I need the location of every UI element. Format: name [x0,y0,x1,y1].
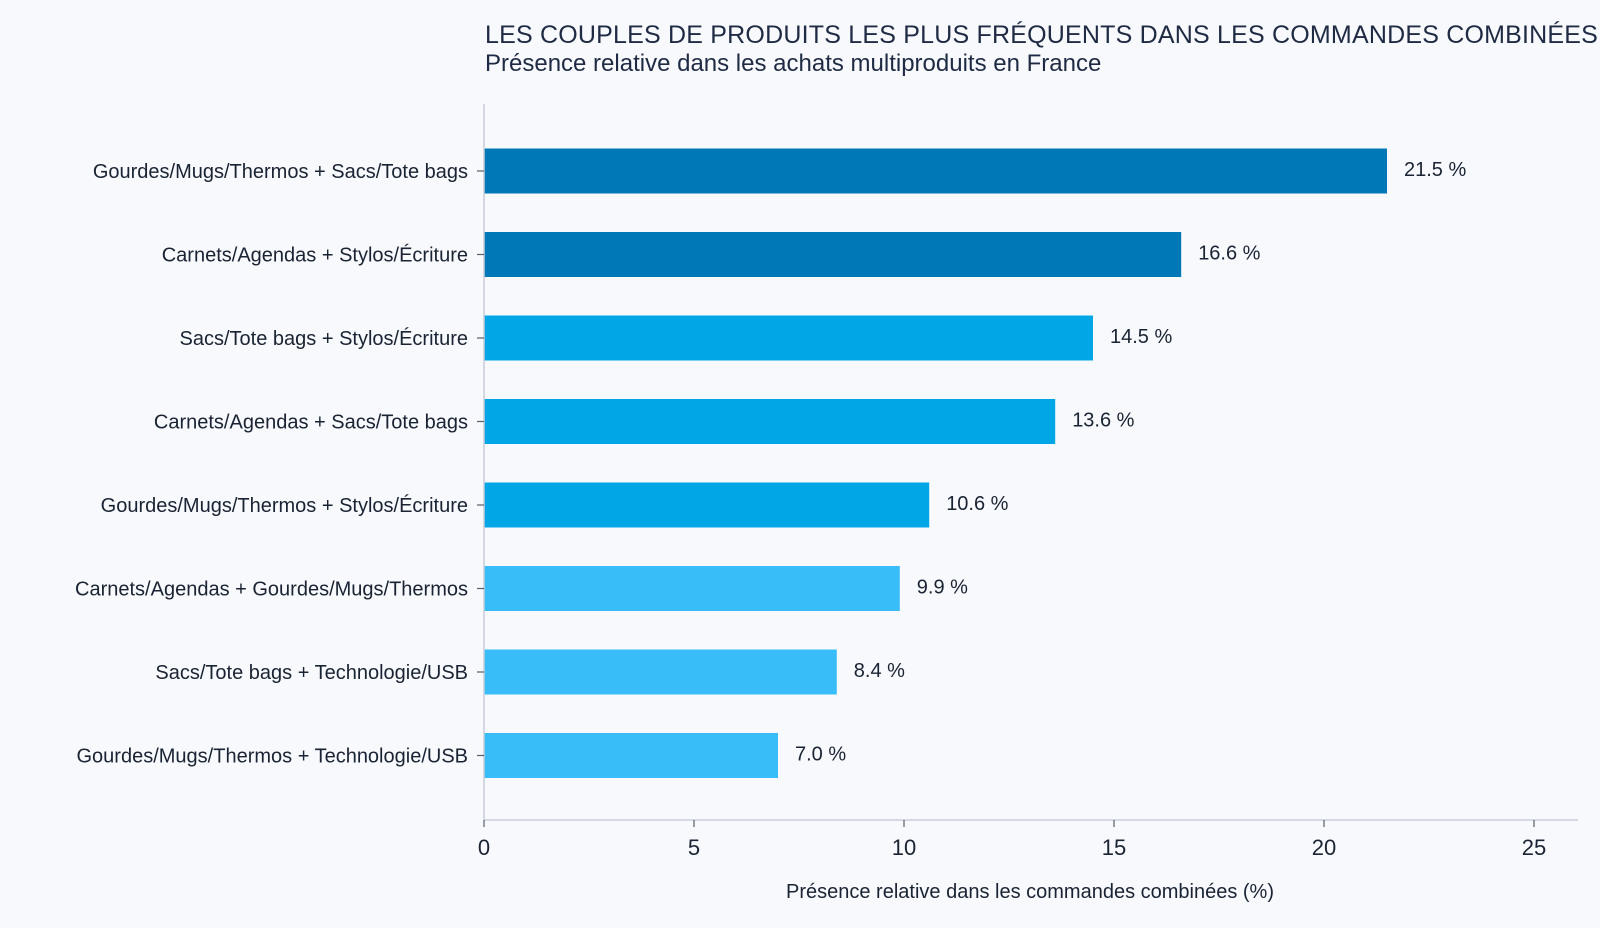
chart-subtitle: Présence relative dans les achats multip… [485,50,1101,77]
x-tick-label: 5 [688,835,700,860]
chart-title: LES COUPLES DE PRODUITS LES PLUS FRÉQUEN… [485,20,1598,49]
category-label: Sacs/Tote bags + Technologie/USB [155,662,468,684]
bar [484,733,778,778]
bar [484,232,1182,277]
category-label: Gourdes/Mugs/Thermos + Technologie/USB [77,746,469,768]
x-axis-title: Présence relative dans les commandes com… [786,881,1274,903]
category-label: Carnets/Agendas + Stylos/Écriture [162,244,468,267]
category-label: Sacs/Tote bags + Stylos/Écriture [180,327,468,350]
bar [484,315,1093,361]
bar [484,482,930,528]
x-tick-label: 20 [1312,835,1336,860]
category-label: Gourdes/Mugs/Thermos + Sacs/Tote bags [93,161,468,183]
bar [484,399,1056,444]
value-label: 21.5 % [1404,159,1466,181]
x-tick-label: 25 [1522,835,1546,860]
value-label: 14.5 % [1110,326,1172,348]
bar [484,566,900,611]
value-label: 9.9 % [917,577,968,599]
value-label: 13.6 % [1072,410,1134,432]
bars-layer: Gourdes/Mugs/Thermos + Sacs/Tote bags 21.… [75,148,1466,778]
bar [484,148,1387,194]
bar [484,649,837,695]
category-label: Carnets/Agendas + Sacs/Tote bags [154,412,468,434]
x-tick-label: 10 [892,835,916,860]
axes-layer: 0 5 10 15 20 25 [477,104,1578,860]
category-label: Carnets/Agendas + Gourdes/Mugs/Thermos [75,579,468,601]
value-label: 16.6 % [1198,243,1260,265]
x-tick-label: 15 [1102,835,1126,860]
value-label: 10.6 % [946,493,1008,515]
x-tick-label: 0 [478,835,490,860]
value-label: 7.0 % [795,744,846,766]
category-label: Gourdes/Mugs/Thermos + Stylos/Écriture [101,494,468,517]
value-label: 8.4 % [854,660,905,682]
